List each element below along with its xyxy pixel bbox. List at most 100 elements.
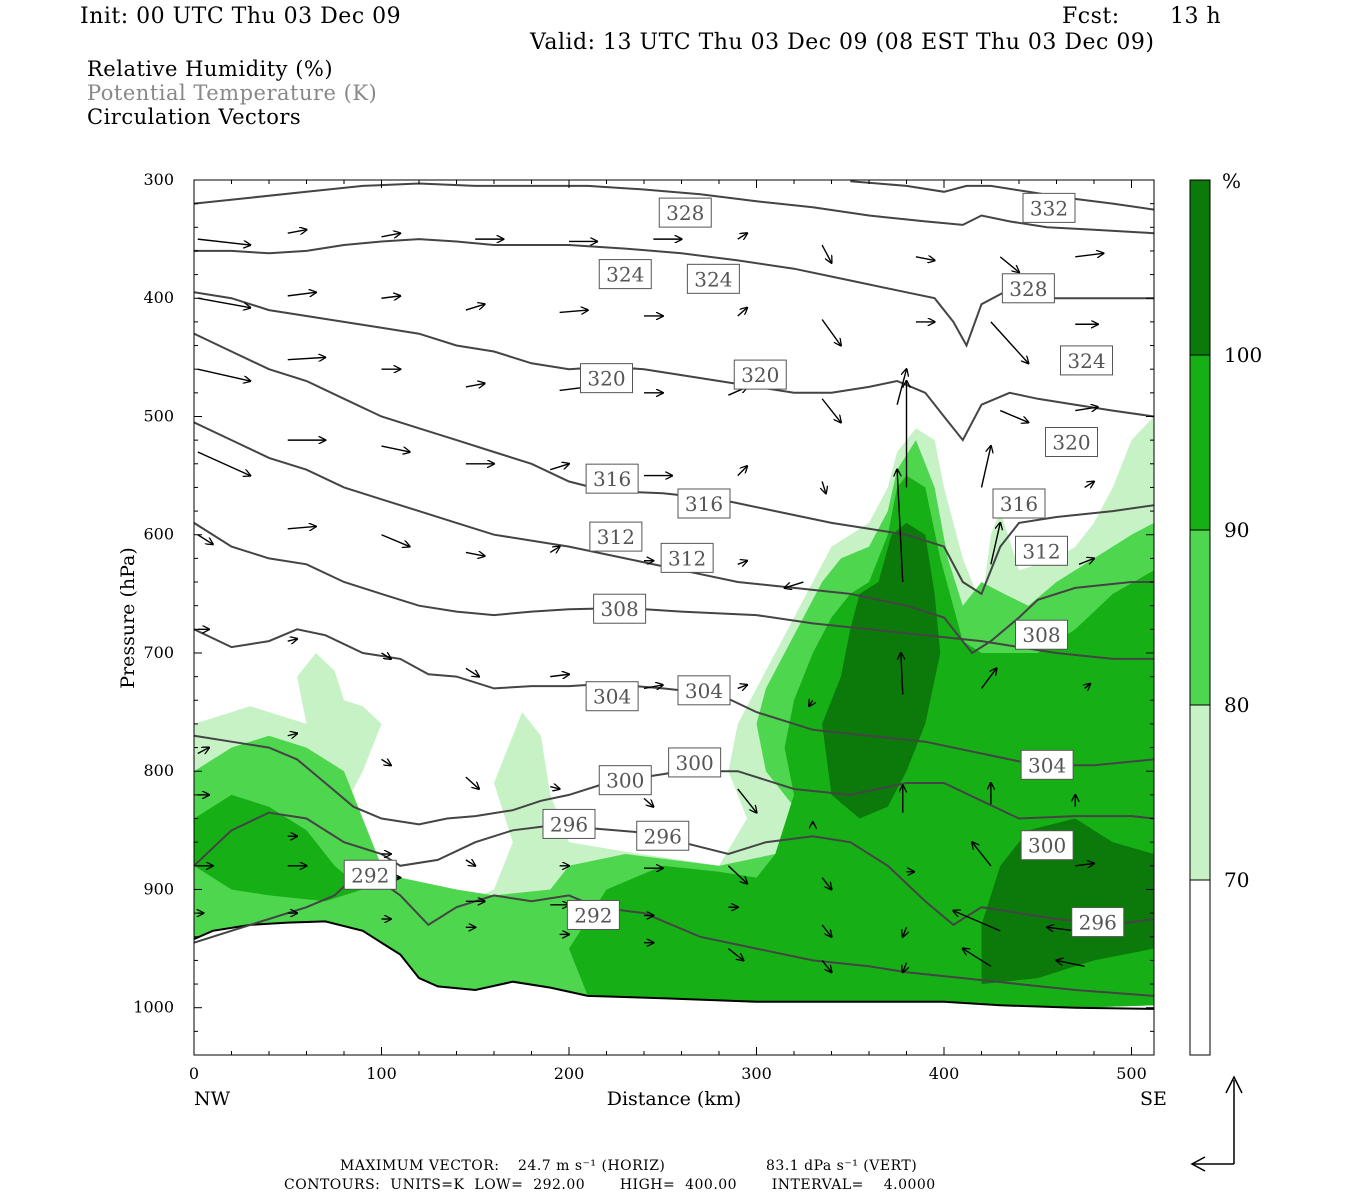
theta-label-text: 308 <box>1022 623 1060 647</box>
colorbar-segment <box>1190 705 1210 880</box>
x-tick-label: 300 <box>741 1064 772 1083</box>
circulation-vector <box>727 865 747 884</box>
valid-time: Valid: 13 UTC Thu 03 Dec 09 (08 EST Thu … <box>530 30 1155 55</box>
colorbar-segment <box>1190 880 1210 1055</box>
circulation-vector <box>549 547 559 553</box>
max-vector-label: MAXIMUM VECTOR: <box>340 1158 500 1174</box>
circulation-vector <box>197 368 251 381</box>
y-tick-label: 600 <box>143 525 174 544</box>
circulation-vector <box>550 464 569 471</box>
theta-label-text: 320 <box>1052 431 1090 455</box>
x-axis-label: Distance (km) <box>607 1088 742 1110</box>
theta-label: 300 <box>598 765 652 796</box>
circulation-vector <box>465 667 479 676</box>
circulation-vector <box>980 668 997 689</box>
y-tick-label: 300 <box>143 170 174 189</box>
max-vector-vert: 83.1 dPa s⁻¹ (VERT) <box>766 1158 918 1174</box>
circulation-vector <box>197 451 251 476</box>
theta-label-text: 324 <box>606 263 644 287</box>
circulation-vector <box>727 948 743 961</box>
theta-label-text: 300 <box>676 751 714 775</box>
circulation-vector <box>287 357 326 359</box>
theta-label-text: 304 <box>1028 753 1066 777</box>
circulation-vector <box>903 927 907 936</box>
circulation-vector <box>737 685 747 689</box>
forecast-label: Fcst: <box>1062 4 1120 29</box>
circulation-vector <box>465 776 479 789</box>
circulation-vector <box>999 256 1019 272</box>
theta-label: 320 <box>580 363 633 394</box>
circulation-vector <box>465 552 485 556</box>
theta-label: 296 <box>636 820 690 851</box>
x-tick-label: 500 <box>1116 1064 1147 1083</box>
circulation-vector <box>197 297 251 307</box>
circulation-vector <box>901 653 903 695</box>
circulation-vector <box>381 759 391 765</box>
theta-label-text: 296 <box>1079 911 1117 935</box>
theta-label: 324 <box>686 263 740 294</box>
circulation-vector <box>737 788 757 813</box>
theta-label-text: 300 <box>606 769 644 793</box>
circulation-vector <box>821 319 841 346</box>
theta-label: 324 <box>598 259 652 290</box>
circulation-vector <box>963 949 992 967</box>
colorbar-label: 70 <box>1224 868 1249 892</box>
theta-label: 320 <box>733 359 787 390</box>
colorbar-frame <box>1189 179 1211 1056</box>
circulation-vector <box>381 296 401 298</box>
circulation-vector <box>821 244 831 263</box>
circulation-vector <box>915 257 935 261</box>
theta-label: 312 <box>660 542 714 573</box>
scale-vectors-icon <box>1190 1075 1243 1172</box>
theta-label-text: 324 <box>1067 349 1105 373</box>
theta-label-text: 312 <box>668 546 706 570</box>
y-tick-label: 800 <box>143 761 174 780</box>
theta-label-text: 316 <box>1000 492 1038 516</box>
x-right-end-label: SE <box>1140 1088 1167 1110</box>
circulation-vector <box>737 561 747 565</box>
max-vector-horiz: 24.7 m s⁻¹ (HORIZ) <box>518 1158 666 1174</box>
circulation-vector <box>1084 482 1094 488</box>
colorbar-label: 90 <box>1224 518 1249 542</box>
theta-label-text: 316 <box>685 492 723 516</box>
circulation-vector <box>809 700 813 706</box>
theta-contour-332 <box>850 180 1154 211</box>
circulation-vector <box>197 238 251 245</box>
colorbar-segment <box>1190 530 1210 705</box>
theta-label-text: 320 <box>741 363 779 387</box>
theta-label: 304 <box>677 675 731 706</box>
circulation-vector <box>897 470 904 583</box>
forecast-hour: 13 h <box>1170 4 1222 29</box>
circulation-vector <box>1057 960 1085 968</box>
circulation-vector <box>980 446 991 488</box>
circulation-vector <box>559 310 588 312</box>
circulation-vector <box>465 383 485 387</box>
colorbar-label: 100 <box>1224 343 1262 367</box>
circulation-vector <box>381 233 401 237</box>
theta-contour-304 <box>194 628 1154 767</box>
circulation-vector <box>737 466 747 477</box>
x-left-end-label: NW <box>194 1088 231 1110</box>
init-time: Init: 00 UTC Thu 03 Dec 09 <box>80 4 402 29</box>
theta-label-text: 332 <box>1030 196 1068 220</box>
theta-label: 328 <box>1001 273 1055 304</box>
circulation-vector <box>785 581 804 588</box>
plot-frame <box>193 179 1155 1056</box>
x-tick-label: 100 <box>366 1064 397 1083</box>
circulation-vector <box>465 304 485 311</box>
theta-contour-292 <box>194 874 1154 997</box>
theta-label-text: 312 <box>597 525 635 549</box>
theta-contour-320 <box>194 291 1154 442</box>
circulation-vector <box>1047 927 1076 931</box>
theta-label: 300 <box>1020 830 1074 861</box>
colorbar-unit: % <box>1222 169 1241 193</box>
circulation-vector <box>381 534 410 547</box>
field-vectors-label: Circulation Vectors <box>87 105 302 129</box>
terrain-mask <box>194 921 1154 1055</box>
theta-label: 316 <box>677 488 731 519</box>
colorbar-label: 80 <box>1224 693 1249 717</box>
theta-label: 304 <box>1020 749 1074 780</box>
theta-label: 292 <box>343 859 397 890</box>
theta-label: 312 <box>589 521 643 552</box>
theta-label-text: 304 <box>593 685 631 709</box>
